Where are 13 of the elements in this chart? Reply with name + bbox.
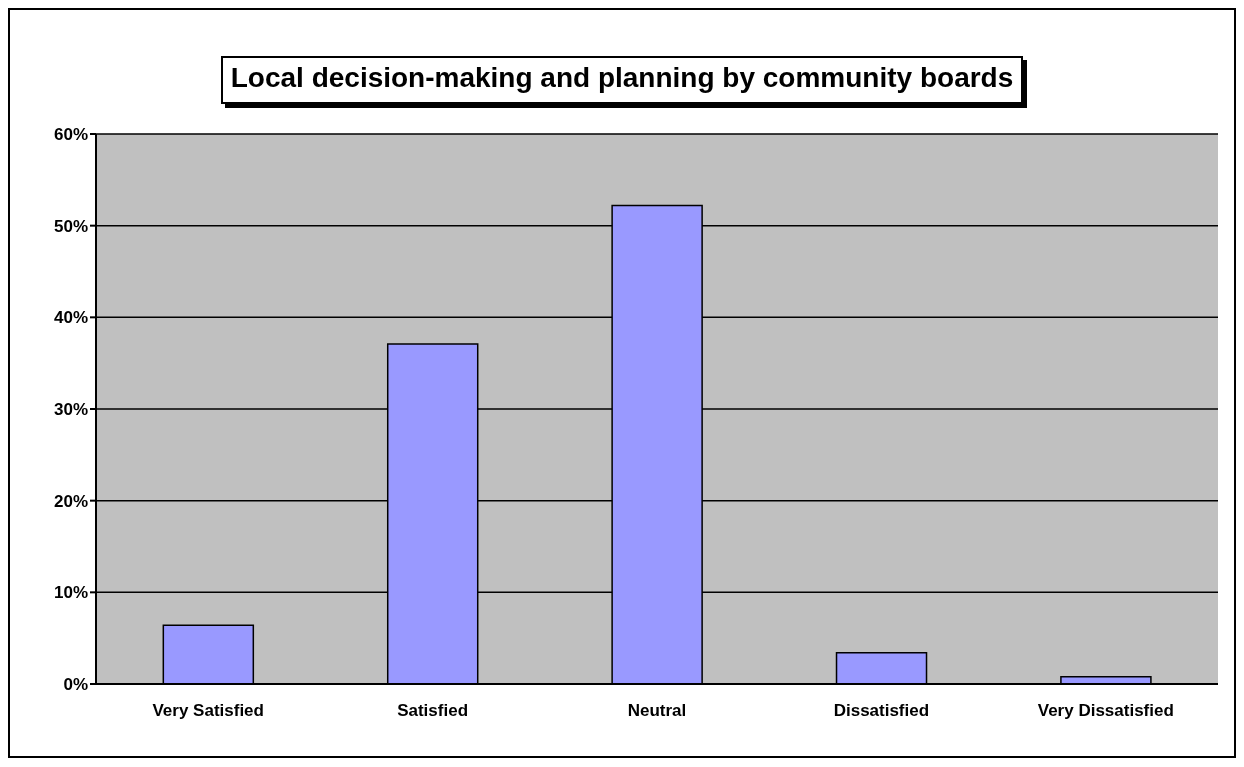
y-tick-label: 0% [63, 675, 88, 695]
x-tick-label: Very Satisfied [152, 701, 264, 721]
y-tick-label: 50% [53, 216, 88, 236]
y-tick-label: 10% [53, 583, 88, 603]
y-tick-label: 40% [53, 308, 88, 328]
y-tick-label: 20% [53, 491, 88, 511]
y-tick-label: 60% [53, 125, 88, 145]
x-tick-label: Neutral [627, 701, 687, 721]
x-tick-label: Very Dissatisfied [1037, 701, 1174, 721]
chart-title: Local decision-making and planning by community boards [220, 56, 1024, 104]
x-tick-label: Satisfied [397, 701, 469, 721]
y-tick-label: 30% [53, 400, 88, 420]
x-tick-label: Dissatisfied [833, 701, 930, 721]
